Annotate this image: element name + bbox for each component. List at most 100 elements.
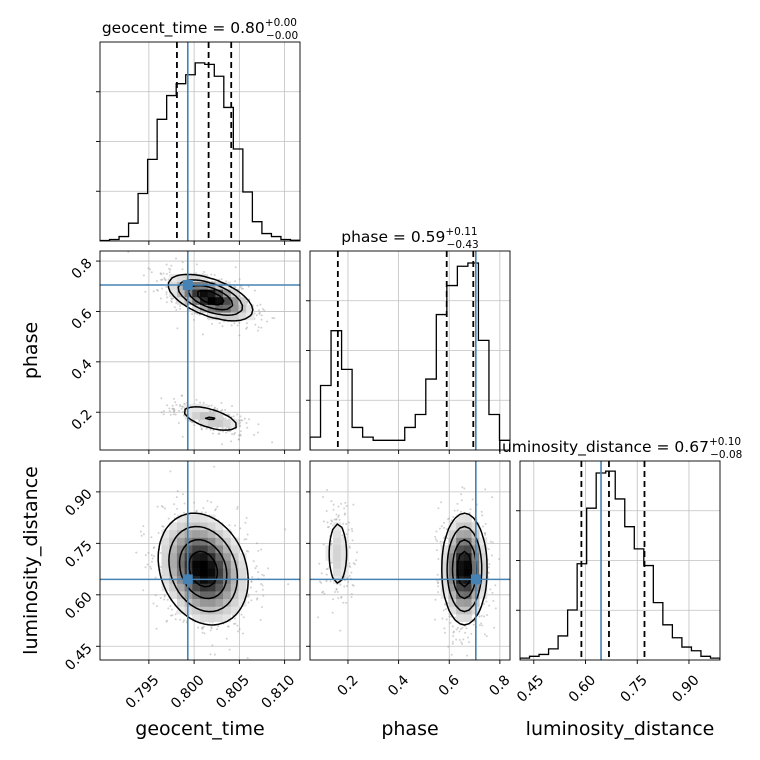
sample-point xyxy=(200,627,203,630)
sample-point xyxy=(273,317,276,320)
density-cell xyxy=(463,598,472,607)
sample-point xyxy=(163,595,166,598)
sample-point xyxy=(451,640,454,643)
sample-point xyxy=(234,286,237,289)
density-cell xyxy=(215,537,224,546)
sample-point xyxy=(482,602,485,605)
density-cell xyxy=(230,591,239,600)
sample-point xyxy=(255,314,258,317)
density-cell xyxy=(479,591,488,600)
sample-point xyxy=(216,407,219,410)
density-cell xyxy=(230,537,239,546)
sample-point xyxy=(144,566,147,569)
sample-point xyxy=(461,642,464,645)
sample-point xyxy=(325,580,328,583)
sample-point xyxy=(258,312,261,315)
sample-point xyxy=(339,583,342,586)
density-cell xyxy=(161,583,170,592)
sample-point xyxy=(217,432,220,435)
sample-point xyxy=(260,605,263,608)
sample-point xyxy=(167,607,170,610)
sample-point xyxy=(227,413,230,416)
sample-point xyxy=(239,415,242,418)
density-cell xyxy=(184,591,193,600)
x-tick-label-phase: 0.8 xyxy=(486,672,513,699)
sample-point xyxy=(350,527,353,530)
density-cell xyxy=(333,552,342,561)
density-cell xyxy=(215,411,224,420)
density-cell xyxy=(184,411,193,420)
density-cell xyxy=(230,606,239,615)
sample-point xyxy=(246,657,249,660)
sample-point xyxy=(483,615,486,618)
sample-point xyxy=(168,267,171,270)
sample-point xyxy=(472,623,475,626)
title-luminosity_distance: luminosity_distance = 0.67+0.10 −0.08 xyxy=(498,436,743,461)
density-cell xyxy=(215,522,224,531)
sample-point xyxy=(335,513,338,516)
sample-point xyxy=(436,573,439,576)
density-cell xyxy=(238,598,247,607)
sample-point xyxy=(483,633,486,636)
density-cell xyxy=(207,522,216,531)
sample-point xyxy=(206,499,209,502)
sample-point xyxy=(449,621,452,624)
sample-point xyxy=(458,630,461,633)
sample-point xyxy=(259,303,262,306)
density-cell xyxy=(200,598,208,607)
sample-point xyxy=(203,632,206,635)
density-cell xyxy=(169,568,178,577)
sample-point xyxy=(338,518,341,521)
sample-point xyxy=(345,522,348,525)
contour-level-0 xyxy=(167,273,254,431)
sample-point xyxy=(181,405,184,408)
sample-point xyxy=(321,591,324,594)
sample-point xyxy=(348,546,351,549)
x-tick-label-phase: 0.2 xyxy=(335,672,362,699)
sample-point xyxy=(176,507,179,510)
sample-point xyxy=(483,532,486,535)
density-cell xyxy=(230,560,239,569)
density-cell xyxy=(184,296,193,305)
density-cell xyxy=(215,289,224,298)
density-cell xyxy=(333,537,342,546)
density-cell xyxy=(207,411,216,420)
sample-point xyxy=(342,522,345,525)
sample-point xyxy=(163,594,166,597)
sample-point xyxy=(201,333,204,336)
sample-point xyxy=(222,430,225,433)
density-cell xyxy=(448,591,457,600)
density-cell xyxy=(230,419,239,428)
density-cell xyxy=(176,537,185,546)
density-cell xyxy=(448,545,457,554)
sample-point xyxy=(258,311,261,314)
sample-point xyxy=(241,419,244,422)
sample-point xyxy=(287,583,290,586)
sample-point xyxy=(152,555,155,558)
contour-level-0 xyxy=(328,512,488,626)
y-tick-label-luminosity_distance: 0.60 xyxy=(62,589,95,622)
sample-point xyxy=(179,618,182,621)
sample-point xyxy=(337,515,340,518)
sample-point xyxy=(255,542,258,545)
sample-point xyxy=(322,520,325,523)
density-cell xyxy=(200,522,208,531)
sample-point xyxy=(245,538,248,541)
density-cell xyxy=(184,545,193,554)
density-cell xyxy=(192,304,201,313)
sample-point xyxy=(149,565,152,568)
density-cell xyxy=(192,552,201,561)
density-cell xyxy=(238,591,247,600)
sample-point xyxy=(337,597,340,600)
sample-point xyxy=(254,567,257,570)
sample-point xyxy=(442,609,445,612)
sample-point xyxy=(167,517,170,520)
density-cell xyxy=(169,289,178,298)
sample-point xyxy=(233,285,236,288)
sample-point xyxy=(239,434,242,437)
sample-point xyxy=(498,557,501,560)
density-cell xyxy=(207,545,216,554)
sample-point xyxy=(238,321,241,324)
sample-point xyxy=(233,433,236,436)
density-cell xyxy=(456,529,465,538)
